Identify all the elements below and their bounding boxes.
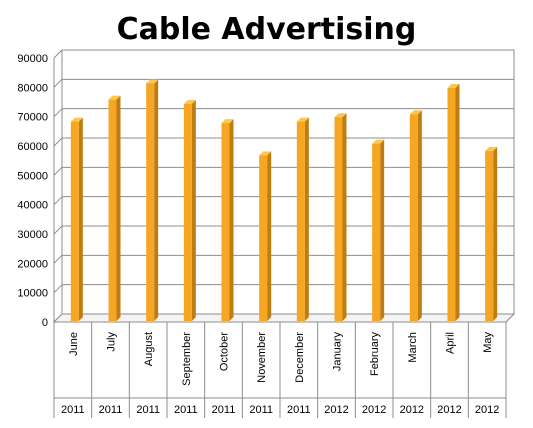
bar — [447, 83, 460, 321]
bar — [296, 117, 309, 321]
x-tick-label: December — [294, 332, 306, 383]
y-tick-label: 80000 — [17, 82, 48, 94]
x-tick-label: February — [369, 332, 381, 377]
bar-side — [493, 146, 498, 321]
bar-front — [183, 104, 192, 321]
x-tick-label: July — [106, 332, 118, 352]
y-tick-label: 90000 — [17, 53, 48, 65]
x-axis: June 2011 July 2011 August 2011 September 2011 O… — [53, 321, 507, 418]
bar-side — [380, 139, 385, 321]
y-tick-label: 40000 — [17, 200, 48, 212]
y-tick-label: 20000 — [17, 258, 48, 270]
gridline-side — [53, 254, 63, 264]
x-year-label: 2012 — [400, 404, 424, 416]
bar-top — [70, 117, 83, 122]
y-tick-label: 0 — [42, 317, 48, 329]
bar-side — [154, 79, 159, 321]
bar-side — [417, 110, 422, 322]
bar — [485, 146, 498, 321]
bar-top — [259, 151, 272, 156]
bar-side — [78, 117, 83, 321]
bar-side — [342, 113, 347, 321]
bar — [146, 79, 159, 321]
bar-front — [485, 150, 494, 321]
bar-front — [146, 83, 155, 321]
gridline-side — [53, 137, 63, 147]
bar-top — [485, 146, 498, 151]
y-tick-label: 70000 — [17, 112, 48, 124]
bar-side — [304, 117, 309, 321]
bar-front — [447, 87, 456, 321]
bar-side — [229, 119, 234, 321]
x-year-label: 2012 — [475, 404, 499, 416]
bar-top — [108, 95, 121, 100]
bar-front — [221, 123, 230, 321]
gridline-side — [53, 108, 63, 118]
gridline-side — [53, 166, 63, 176]
bar-front — [108, 99, 117, 321]
x-year-label: 2012 — [324, 404, 348, 416]
x-tick-label: October — [219, 332, 231, 371]
x-tick-label: May — [482, 332, 494, 353]
bar — [409, 110, 422, 322]
bar-side — [116, 95, 121, 321]
x-tick-label: September — [181, 332, 193, 386]
x-year-label: 2011 — [212, 404, 236, 416]
plot-back-wall — [62, 49, 515, 314]
bars — [70, 79, 498, 322]
bar — [334, 113, 347, 321]
bar-front — [372, 143, 381, 321]
x-tick-label: April — [445, 332, 457, 354]
bar — [70, 117, 83, 321]
x-year-label: 2012 — [437, 404, 461, 416]
x-year-label: 2011 — [287, 404, 311, 416]
y-tick-label: 60000 — [17, 141, 48, 153]
y-axis-tick-labels: 0 10000 20000 30000 40000 50000 60000 70000 8000… — [17, 53, 48, 329]
y-tick-label: 10000 — [17, 288, 48, 300]
bar — [108, 95, 121, 321]
bar-top — [334, 113, 347, 118]
x-year-label: 2011 — [174, 404, 198, 416]
gridlines — [52, 49, 516, 323]
bar-front — [259, 155, 268, 321]
x-tick-label: January — [332, 332, 344, 372]
bar-side — [191, 100, 196, 321]
bar-top — [372, 139, 385, 144]
x-tick-label: November — [256, 332, 268, 383]
x-tick-label: March — [407, 332, 419, 363]
bar-front — [334, 117, 343, 321]
x-tick-label: June — [68, 332, 80, 356]
gridline-side — [53, 196, 63, 206]
chart-title: Cable Advertising — [116, 12, 417, 47]
chart-floor — [52, 313, 516, 323]
gridline-side — [53, 49, 63, 59]
x-year-label: 2011 — [99, 404, 123, 416]
bar-top — [221, 119, 234, 124]
bar — [372, 139, 385, 321]
bar-front — [70, 121, 79, 321]
bar — [259, 151, 272, 321]
bar-top — [409, 110, 422, 115]
bar-top — [296, 117, 309, 122]
x-year-label: 2011 — [249, 404, 273, 416]
bar-top — [183, 100, 196, 104]
bar-top — [146, 79, 159, 84]
bar-side — [455, 83, 460, 321]
y-tick-label: 50000 — [17, 170, 48, 182]
bar-front — [296, 121, 305, 321]
gridline-side — [53, 225, 63, 235]
bar-side — [267, 151, 272, 321]
bar-top — [447, 83, 460, 88]
bar — [221, 119, 234, 321]
bar-front — [409, 114, 418, 322]
x-tick-label: August — [143, 332, 155, 366]
x-year-label: 2011 — [136, 404, 160, 416]
gridline-side — [53, 78, 63, 88]
x-year-label: 2011 — [61, 404, 85, 416]
x-year-label: 2012 — [362, 404, 386, 416]
gridline-side — [53, 284, 63, 294]
y-tick-label: 30000 — [17, 229, 48, 241]
bar — [183, 100, 196, 321]
